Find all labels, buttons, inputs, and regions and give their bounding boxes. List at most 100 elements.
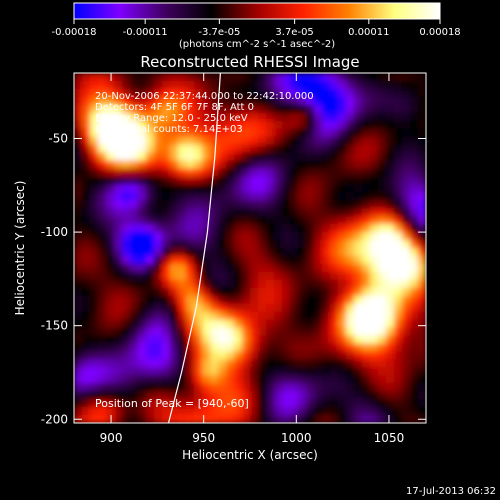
heatmap-cell: [74, 279, 83, 289]
heatmap-cell: [82, 104, 91, 114]
heatmap-cell: [298, 327, 307, 337]
heatmap-cell: [410, 391, 419, 400]
heatmap-cell: [170, 303, 179, 313]
heatmap-cell: [90, 168, 99, 177]
heatmap-cell: [290, 311, 299, 321]
heatmap-cell: [410, 415, 419, 423]
heatmap-cell: [178, 359, 187, 368]
heatmap-cell: [234, 415, 243, 423]
heatmap-cell: [130, 255, 139, 265]
heatmap-cell: [378, 407, 387, 416]
heatmap-cell: [298, 279, 307, 289]
heatmap-cell: [338, 128, 347, 138]
heatmap-cell: [282, 176, 291, 185]
heatmap-cell: [250, 327, 259, 337]
heatmap-cell: [210, 359, 219, 368]
heatmap-cell: [170, 335, 179, 345]
heatmap-cell: [314, 407, 323, 416]
heatmap-cell: [394, 120, 403, 130]
heatmap-cell: [338, 73, 347, 82]
heatmap-cell: [210, 184, 219, 193]
heatmap-cell: [322, 200, 331, 209]
heatmap-cell: [258, 112, 267, 122]
heatmap-cell: [130, 184, 139, 193]
heatmap-cell: [242, 399, 251, 408]
heatmap-cell: [306, 271, 315, 281]
heatmap-cell: [386, 407, 395, 416]
heatmap-cell: [354, 96, 363, 106]
heatmap-cell: [138, 104, 147, 114]
heatmap-cell: [274, 144, 283, 154]
heatmap-cell: [346, 128, 355, 138]
heatmap-cell: [354, 375, 363, 384]
heatmap-cell: [82, 224, 91, 233]
heatmap-cell: [146, 248, 155, 257]
heatmap-cell: [90, 335, 99, 345]
heatmap-cell: [186, 240, 195, 249]
heatmap-cell: [370, 359, 379, 368]
heatmap-cell: [394, 184, 403, 193]
heatmap-cell: [234, 263, 243, 273]
heatmap-cell: [178, 80, 187, 90]
heatmap-cell: [386, 271, 395, 281]
heatmap-cell: [178, 391, 187, 400]
heatmap-cell: [394, 375, 403, 384]
heatmap-cell: [146, 263, 155, 273]
heatmap-cell: [354, 248, 363, 257]
heatmap-cell: [202, 415, 211, 423]
heatmap-cell: [114, 271, 123, 281]
heatmap-cell: [338, 295, 347, 305]
heatmap-cell: [234, 184, 243, 193]
heatmap-cell: [354, 152, 363, 162]
heatmap-cell: [378, 383, 387, 392]
heatmap-cell: [362, 128, 371, 138]
heatmap-cell: [74, 152, 83, 162]
heatmap-cell: [138, 391, 147, 400]
heatmap-cell: [370, 176, 379, 185]
heatmap-cell: [114, 120, 123, 130]
heatmap-cell: [386, 375, 395, 384]
heatmap-cell: [338, 415, 347, 423]
heatmap-cell: [354, 200, 363, 209]
heatmap-cell: [370, 295, 379, 305]
heatmap-cell: [106, 287, 115, 297]
heatmap-cell: [122, 248, 131, 257]
heatmap-cell: [258, 351, 267, 360]
heatmap-cell: [314, 279, 323, 289]
heatmap-cell: [138, 255, 147, 265]
heatmap-cell: [330, 80, 339, 90]
heatmap-cell: [154, 80, 163, 90]
heatmap-cell: [138, 399, 147, 408]
heatmap-cell: [290, 383, 299, 392]
heatmap-cell: [74, 240, 83, 249]
heatmap-cell: [194, 120, 203, 130]
heatmap-cell: [226, 399, 235, 408]
heatmap-cell: [154, 351, 163, 360]
heatmap-cell: [258, 144, 267, 154]
heatmap-cell: [194, 359, 203, 368]
heatmap-cell: [162, 144, 171, 154]
annotation-line: Detectors: 4F 5F 6F 7F 8F, Att 0: [95, 102, 254, 113]
heatmap-cell: [98, 335, 107, 345]
heatmap-cell: [170, 383, 179, 392]
heatmap-cell: [330, 383, 339, 392]
heatmap-cell: [106, 311, 115, 321]
heatmap-cell: [346, 327, 355, 337]
heatmap-cell: [250, 303, 259, 313]
heatmap-cell: [234, 343, 243, 352]
heatmap-cell: [314, 351, 323, 360]
heatmap-cell: [290, 112, 299, 122]
heatmap-cell: [74, 248, 83, 257]
heatmap-cell: [106, 144, 115, 154]
heatmap-cell: [114, 128, 123, 138]
heatmap-cell: [114, 184, 123, 193]
heatmap-cell: [138, 359, 147, 368]
heatmap-cell: [226, 303, 235, 313]
heatmap-cell: [402, 399, 411, 408]
heatmap-cell: [402, 367, 411, 376]
heatmap-cell: [154, 407, 163, 416]
heatmap-cell: [250, 335, 259, 345]
footer-timestamp: 17-Jul-2013 06:32: [406, 486, 496, 497]
heatmap-cell: [410, 232, 419, 241]
heatmap-cell: [418, 311, 426, 321]
